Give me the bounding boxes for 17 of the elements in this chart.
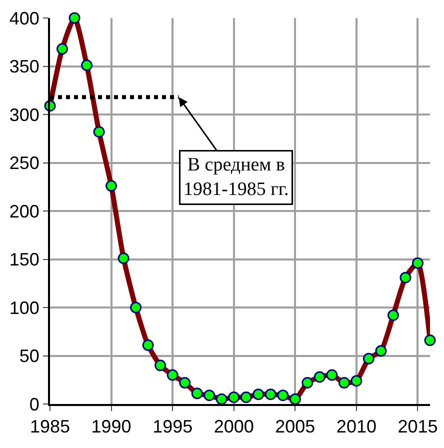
y-tick-label: 150 (9, 250, 40, 270)
x-tick-label: 1985 (30, 416, 70, 437)
y-tick-label: 400 (9, 8, 40, 28)
x-tick-label: 2000 (214, 416, 254, 437)
x-tick-label: 2010 (336, 416, 376, 437)
y-tick-label: 200 (9, 201, 40, 222)
y-tick-label: 100 (9, 298, 40, 318)
x-tick-label: 2015 (398, 416, 438, 437)
y-tick-label: 300 (9, 104, 40, 125)
annotation: В среднем в 1981-1985 гг. (184, 154, 289, 200)
x-tick-label: 1990 (91, 416, 132, 437)
y-tick-label: 50 (19, 346, 40, 366)
y-tick-label: 250 (9, 153, 40, 174)
y-tick-label: 0 (29, 394, 40, 414)
x-tick-label: 2005 (275, 416, 316, 437)
x-tick-label: 1995 (152, 416, 193, 437)
y-tick-label: 350 (9, 56, 40, 77)
